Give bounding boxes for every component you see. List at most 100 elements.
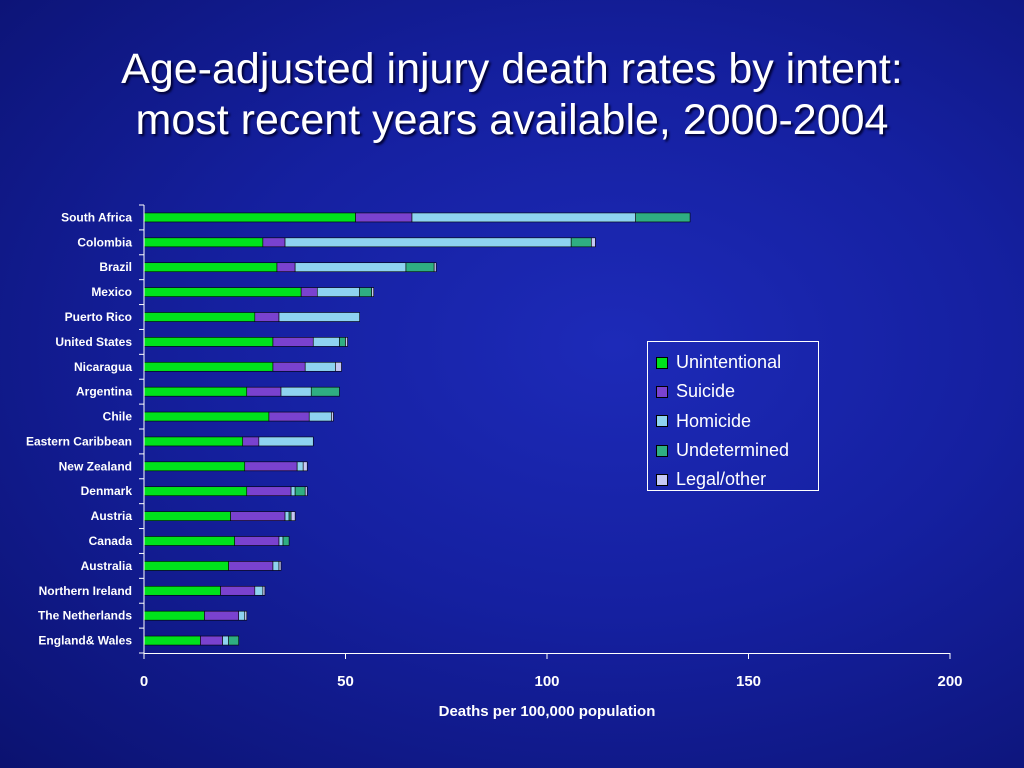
category-label: Puerto Rico — [65, 310, 132, 324]
bar-legal-other-austria — [290, 511, 296, 521]
bar-homicide-south-africa — [411, 212, 636, 223]
category-label: Northern Ireland — [39, 584, 132, 598]
bar-unintentional-puerto-rico — [143, 312, 256, 322]
bar-homicide-new-zealand — [296, 461, 304, 472]
bar-suicide-australia — [228, 561, 274, 571]
bar-undetermined-england-wales — [228, 635, 240, 646]
x-tick-label: 50 — [337, 673, 354, 690]
bar-unintentional-the-netherlands — [143, 610, 205, 621]
bar-suicide-canada — [234, 536, 280, 546]
bar-homicide-mexico — [316, 287, 360, 297]
legend-label: Suicide — [676, 381, 736, 402]
category-label: South Africa — [61, 210, 132, 224]
legend-swatch — [656, 473, 668, 486]
bar-suicide-the-netherlands — [204, 610, 240, 621]
legend-label: Homicide — [676, 410, 752, 431]
bar-unintentional-nicaragua — [143, 361, 274, 372]
category-label: Australia — [81, 559, 133, 573]
bar-unintentional-australia — [143, 561, 229, 571]
bar-unintentional-austria — [143, 511, 231, 521]
legend-label: Legal/other — [676, 469, 767, 490]
bar-suicide-northern-ireland — [220, 585, 256, 596]
bar-suicide-denmark — [246, 486, 292, 497]
legend-swatch — [656, 415, 668, 428]
slide-title: Age-adjusted injury death rates by inten… — [0, 44, 1024, 146]
bar-unintentional-chile — [143, 411, 270, 422]
bar-homicide-england-wales — [222, 635, 229, 646]
legend-label: Unintentional — [676, 352, 782, 373]
category-label: Nicaragua — [74, 360, 132, 374]
legend-item: Undetermined — [656, 436, 818, 465]
bar-legal-other-nicaragua — [335, 361, 342, 372]
bar-suicide-colombia — [262, 237, 286, 248]
bar-homicide-nicaragua — [304, 361, 336, 372]
legend-item: Unintentional — [656, 348, 818, 377]
category-label: Canada — [89, 534, 133, 548]
bar-legal-other-the-netherlands — [244, 610, 248, 621]
category-label: Brazil — [99, 260, 132, 274]
bar-legal-other-new-zealand — [302, 461, 308, 472]
legend-swatch — [656, 444, 668, 457]
bar-suicide-eastern-caribbean — [242, 436, 260, 447]
bar-unintentional-south-africa — [143, 212, 356, 223]
bar-unintentional-eastern-caribbean — [143, 436, 244, 447]
bar-legal-other-colombia — [591, 237, 596, 248]
legend-item: Homicide — [656, 407, 818, 436]
bar-homicide-eastern-caribbean — [258, 436, 314, 447]
category-label: Colombia — [77, 235, 132, 249]
legend-swatch — [656, 385, 668, 398]
category-label: Eastern Caribbean — [26, 434, 132, 448]
category-label: Chile — [103, 410, 133, 424]
bar-unintentional-england-wales — [143, 635, 201, 646]
category-label: Denmark — [81, 484, 133, 498]
bar-homicide-brazil — [294, 262, 407, 273]
bar-undetermined-austria — [288, 511, 292, 521]
bar-suicide-brazil — [276, 262, 296, 273]
bar-homicide-australia — [272, 561, 280, 571]
bar-unintentional-colombia — [143, 237, 264, 248]
category-label: The Netherlands — [38, 609, 132, 623]
bar-unintentional-united-states — [143, 337, 274, 347]
bar-undetermined-colombia — [570, 237, 592, 248]
bar-unintentional-new-zealand — [143, 461, 246, 472]
category-label: Argentina — [76, 385, 132, 399]
title-line-2: most recent years available, 2000-2004 — [135, 96, 889, 144]
bar-legal-other-brazil — [433, 262, 437, 273]
bar-unintentional-mexico — [143, 287, 302, 297]
category-label: New Zealand — [59, 459, 132, 473]
bar-suicide-united-states — [272, 337, 314, 347]
bar-suicide-puerto-rico — [254, 312, 280, 322]
bar-homicide-united-states — [312, 337, 340, 347]
x-tick-label: 100 — [534, 673, 559, 690]
bar-homicide-austria — [284, 511, 290, 521]
x-tick-label: 0 — [140, 673, 148, 690]
bar-unintentional-brazil — [143, 262, 278, 273]
bar-homicide-argentina — [280, 386, 312, 397]
bar-legal-other-australia — [278, 561, 282, 571]
bar-undetermined-canada — [282, 536, 290, 546]
bar-homicide-the-netherlands — [238, 610, 246, 621]
bar-undetermined-mexico — [359, 287, 372, 297]
title-line-1: Age-adjusted injury death rates by inten… — [121, 45, 903, 93]
bar-homicide-colombia — [284, 237, 572, 248]
x-tick-label: 200 — [937, 673, 962, 690]
category-label: Mexico — [91, 285, 132, 299]
bar-undetermined-united-states — [339, 337, 346, 347]
bar-suicide-england-wales — [200, 635, 223, 646]
category-label: England& Wales — [38, 634, 132, 648]
bar-homicide-northern-ireland — [254, 585, 264, 596]
legend-item: Legal/other — [656, 465, 818, 494]
legend-item: Suicide — [656, 377, 818, 406]
legend-label: Undetermined — [676, 440, 790, 461]
bar-legal-other-mexico — [371, 287, 375, 297]
bar-legal-other-chile — [331, 411, 334, 422]
bar-legal-other-united-states — [345, 337, 348, 347]
x-axis-label: Deaths per 100,000 population — [439, 703, 656, 720]
category-label: Austria — [91, 509, 133, 523]
bar-unintentional-argentina — [143, 386, 248, 397]
x-tick-label: 150 — [736, 673, 761, 690]
bar-suicide-new-zealand — [244, 461, 298, 472]
bar-legal-other-denmark — [304, 486, 308, 497]
bar-suicide-mexico — [300, 287, 318, 297]
